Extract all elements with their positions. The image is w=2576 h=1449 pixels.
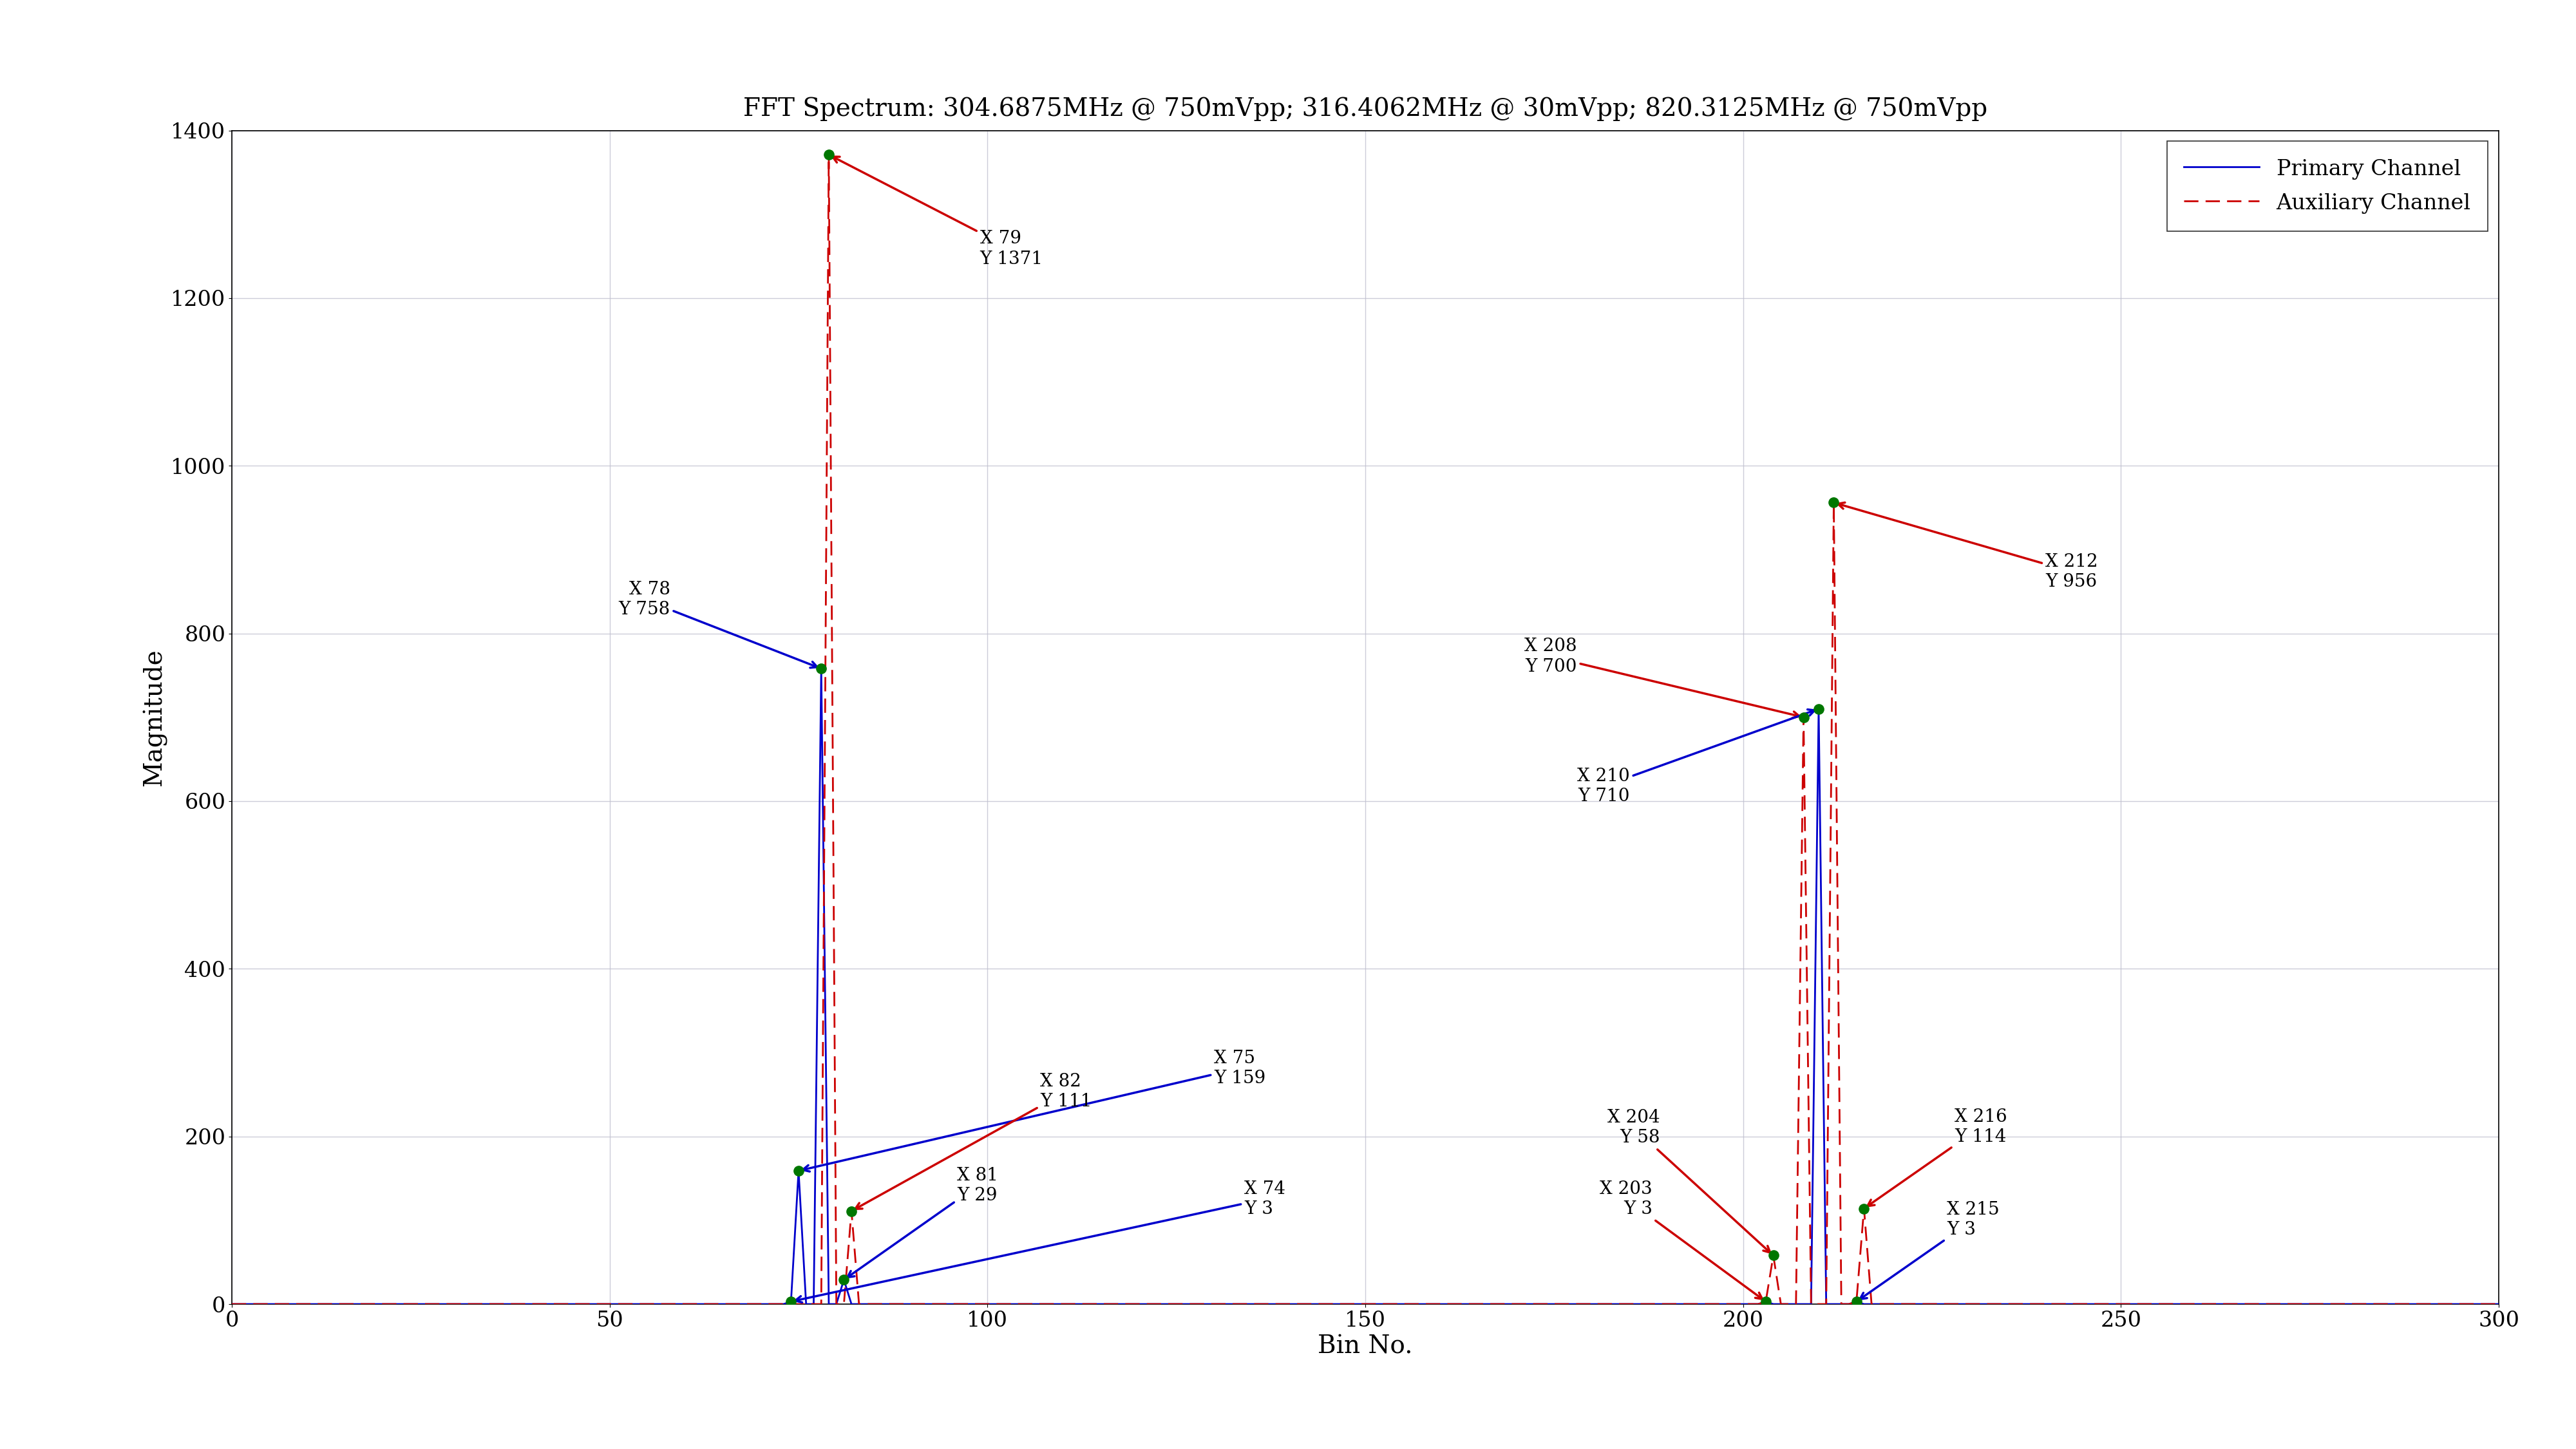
Primary Channel bbox=[2007, 1295, 2038, 1313]
Primary Channel bbox=[2324, 1295, 2354, 1313]
Text: X 208
Y 700: X 208 Y 700 bbox=[1525, 638, 1801, 717]
Legend: Primary Channel, Auxiliary Channel: Primary Channel, Auxiliary Channel bbox=[2166, 141, 2488, 232]
Text: X 82
Y 111: X 82 Y 111 bbox=[855, 1072, 1092, 1208]
Primary Channel bbox=[1213, 1295, 1244, 1313]
Title: FFT Spectrum: 304.6875MHz @ 750mVpp; 316.4062MHz @ 30mVpp; 820.3125MHz @ 750mVpp: FFT Spectrum: 304.6875MHz @ 750mVpp; 316… bbox=[742, 97, 1989, 122]
Auxiliary Channel bbox=[2483, 1295, 2514, 1313]
Text: X 79
Y 1371: X 79 Y 1371 bbox=[832, 156, 1043, 268]
Auxiliary Channel bbox=[1139, 1295, 1170, 1313]
Primary Channel bbox=[1139, 1295, 1170, 1313]
Auxiliary Channel bbox=[814, 146, 845, 164]
Text: X 215
Y 3: X 215 Y 3 bbox=[1860, 1201, 1999, 1300]
Primary Channel bbox=[2136, 1295, 2166, 1313]
Line: Auxiliary Channel: Auxiliary Channel bbox=[232, 155, 2499, 1304]
Text: X 74
Y 3: X 74 Y 3 bbox=[796, 1181, 1285, 1303]
Line: Primary Channel: Primary Channel bbox=[232, 668, 2499, 1304]
Text: X 204
Y 58: X 204 Y 58 bbox=[1607, 1108, 1770, 1252]
Text: X 212
Y 956: X 212 Y 956 bbox=[1837, 503, 2097, 590]
Auxiliary Channel bbox=[2324, 1295, 2354, 1313]
Y-axis label: Magnitude: Magnitude bbox=[142, 649, 167, 785]
X-axis label: Bin No.: Bin No. bbox=[1319, 1335, 1412, 1358]
Text: X 81
Y 29: X 81 Y 29 bbox=[848, 1166, 999, 1278]
Text: X 203
Y 3: X 203 Y 3 bbox=[1600, 1181, 1762, 1300]
Primary Channel bbox=[216, 1295, 247, 1313]
Auxiliary Channel bbox=[216, 1295, 247, 1313]
Text: X 78
Y 758: X 78 Y 758 bbox=[618, 581, 817, 668]
Primary Channel bbox=[806, 659, 837, 677]
Auxiliary Channel bbox=[2136, 1295, 2166, 1313]
Auxiliary Channel bbox=[2007, 1295, 2038, 1313]
Auxiliary Channel bbox=[1772, 1295, 1803, 1313]
Auxiliary Channel bbox=[1213, 1295, 1244, 1313]
Primary Channel bbox=[2483, 1295, 2514, 1313]
Text: X 216
Y 114: X 216 Y 114 bbox=[1868, 1108, 2007, 1206]
Text: X 210
Y 710: X 210 Y 710 bbox=[1577, 710, 1814, 806]
Text: X 75
Y 159: X 75 Y 159 bbox=[804, 1049, 1265, 1171]
Primary Channel bbox=[1772, 1295, 1803, 1313]
